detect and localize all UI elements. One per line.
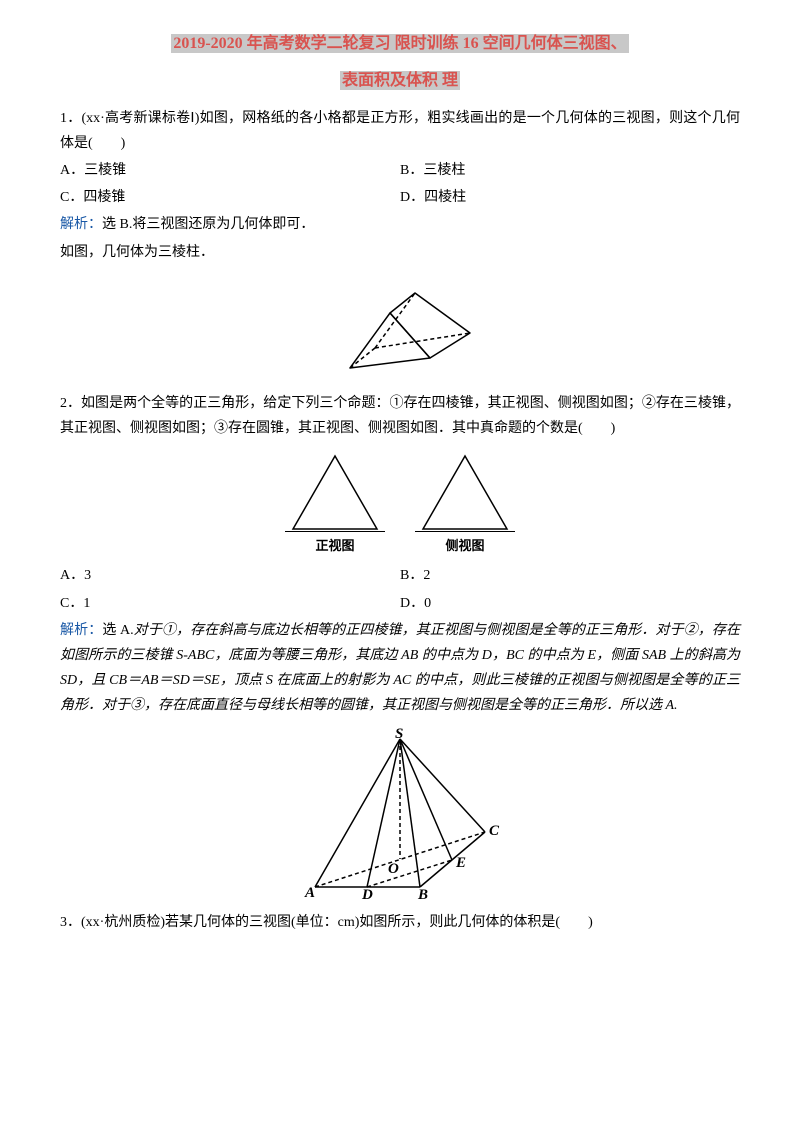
q2-options-row2: C．1 D．0 — [60, 591, 740, 616]
svg-text:C: C — [489, 823, 500, 839]
q2-front-view: 正视图 — [285, 451, 385, 557]
svg-text:E: E — [455, 855, 466, 871]
q2-ans-body: 对于①，存在斜高与底边长相等的正四棱锥，其正视图与侧视图是全等的正三角形．对于②… — [60, 623, 740, 714]
svg-text:B: B — [417, 887, 428, 902]
q1-ans-label: 解析： — [60, 217, 102, 232]
q1-opt-d: D．四棱柱 — [400, 185, 740, 210]
q2-opt-a: A．3 — [60, 563, 400, 588]
svg-text:A: A — [304, 885, 315, 901]
q1-fig-caption: 如图，几何体为三棱柱． — [60, 240, 740, 265]
q1-ans-tail: 将三视图还原为几何体即可． — [132, 217, 314, 232]
q2-stem: 2．如图是两个全等的正三角形，给定下列三个命题：①存在四棱锥，其正视图、侧视图如… — [60, 391, 740, 441]
svg-text:D: D — [361, 887, 373, 902]
svg-text:S: S — [395, 727, 403, 742]
title-line-2: 表面积及体积 理 — [60, 67, 740, 96]
q2-ans-head: 选 A. — [102, 623, 133, 638]
q2-triangle-views: 正视图 侧视图 — [60, 451, 740, 557]
title-line-1: 2019-2020 年高考数学二轮复习 限时训练 16 空间几何体三视图、 — [60, 30, 740, 59]
q2-side-view: 侧视图 — [415, 451, 515, 557]
q2-figure-pyramid: S A B C D E O — [60, 727, 740, 902]
svg-text:O: O — [388, 861, 399, 877]
q2-front-label: 正视图 — [285, 531, 385, 557]
q1-stem: 1．(xx·高考新课标卷Ⅰ)如图，网格纸的各小格都是正方形，粗实线画出的是一个几… — [60, 106, 740, 156]
q1-figure-prism — [60, 273, 740, 383]
q2-opt-d: D．0 — [400, 591, 740, 616]
q2-opt-c: C．1 — [60, 591, 400, 616]
q1-analysis: 解析：选 B.将三视图还原为几何体即可． — [60, 212, 740, 237]
q1-options-row2: C．四棱锥 D．四棱柱 — [60, 185, 740, 210]
q2-analysis: 解析：选 A.对于①，存在斜高与底边长相等的正四棱锥，其正视图与侧视图是全等的正… — [60, 618, 740, 719]
q1-options-row1: A．三棱锥 B．三棱柱 — [60, 158, 740, 183]
title-highlight-1: 2019-2020 年高考数学二轮复习 限时训练 16 空间几何体三视图、 — [171, 34, 628, 53]
title-highlight-2: 表面积及体积 理 — [340, 71, 460, 90]
q1-opt-c: C．四棱锥 — [60, 185, 400, 210]
q2-side-label: 侧视图 — [415, 531, 515, 557]
q2-options-row1: A．3 B．2 — [60, 563, 740, 588]
q1-ans-head: 选 B. — [102, 217, 132, 232]
q3-stem: 3．(xx·杭州质检)若某几何体的三视图(单位：cm)如图所示，则此几何体的体积… — [60, 910, 740, 935]
q1-opt-a: A．三棱锥 — [60, 158, 400, 183]
q2-opt-b: B．2 — [400, 563, 740, 588]
q1-opt-b: B．三棱柱 — [400, 158, 740, 183]
q2-ans-label: 解析： — [60, 623, 102, 638]
